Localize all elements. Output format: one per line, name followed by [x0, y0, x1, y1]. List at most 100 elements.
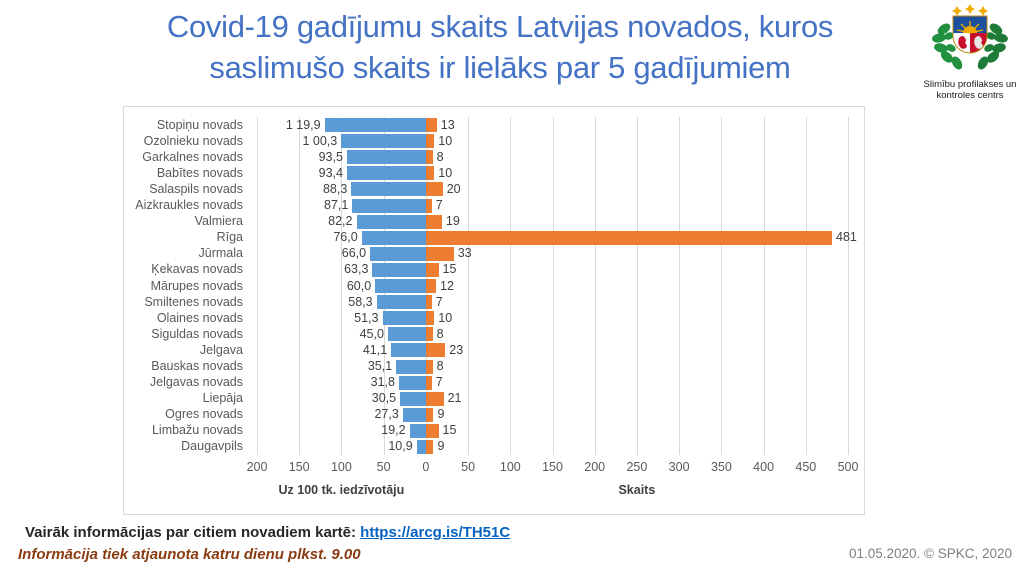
category-label: Limbažu novads [151, 423, 243, 438]
category-label: Garkalnes novads [142, 149, 243, 164]
value-label-count: 19 [445, 214, 460, 229]
value-label-per-100k: 31,8 [370, 375, 395, 390]
value-label-per-100k: 27,3 [374, 407, 399, 422]
gridline [763, 117, 765, 455]
value-label-per-100k: 82,2 [328, 214, 353, 229]
value-label-count: 9 [437, 407, 445, 422]
page-title-line1: Covid-19 gadījumu skaits Latvijas novado… [166, 9, 834, 44]
bar-count [425, 246, 454, 261]
x-axis-label-left: Uz 100 tk. iedzīvotāju [278, 483, 405, 497]
value-label-per-100k: 60,0 [346, 278, 372, 293]
value-label-per-100k: 58,3 [348, 294, 373, 309]
category-label: Ķekavas novads [151, 262, 243, 277]
value-label-per-100k: 51,3 [354, 310, 379, 325]
category-label: Daugavpils [181, 439, 243, 454]
category-label: Smiltenes novads [144, 294, 243, 309]
page-title-line2: saslimušo skaits ir lielāks par 5 gadīju… [209, 50, 791, 85]
value-label-count: 8 [436, 149, 444, 164]
value-label-count: 15 [442, 423, 457, 438]
more-info-label: Vairāk informācijas par citiem novadiem … [25, 524, 356, 541]
category-label: Stopiņu novads [156, 117, 243, 132]
tick-label: 50 [376, 460, 391, 474]
category-label: Liepāja [202, 391, 243, 406]
tick-label: 250 [626, 460, 648, 474]
bar-count [425, 118, 437, 132]
value-label-count: 9 [437, 439, 445, 454]
page-title: Covid-19 gadījumu skaits Latvijas novado… [0, 6, 1000, 88]
bar-count [425, 295, 432, 310]
value-label-per-100k: 76,0 [333, 230, 358, 245]
tick-label: 50 [461, 460, 476, 474]
value-label-per-100k: 35,1 [367, 358, 393, 373]
bar-count [425, 182, 443, 197]
tick-label: 100 [330, 460, 352, 474]
bar-per-100k [375, 279, 426, 293]
logo-caption-line2: kontroles centrs [936, 90, 1004, 101]
value-label-per-100k: 30,5 [371, 391, 397, 406]
tick-label: 100 [499, 460, 521, 474]
category-label: Siguldas novads [151, 326, 243, 341]
category-label: Ozolnieku novads [143, 133, 243, 148]
category-label: Bauskas novads [151, 358, 243, 373]
bar-per-100k [376, 295, 426, 310]
date-copyright: 01.05.2020. © SPKC, 2020 [848, 546, 1012, 561]
value-label-count: 8 [436, 326, 444, 341]
tick-label: 200 [584, 460, 606, 474]
value-label-per-100k: 1 19,9 [285, 117, 321, 132]
category-label: Olaines novads [156, 310, 243, 325]
gridline [721, 117, 723, 455]
value-label-count: 481 [836, 230, 857, 245]
more-info-text: Vairāk informācijas par citiem novadiem … [25, 524, 510, 541]
bar-count [425, 391, 444, 406]
gridline [848, 117, 849, 455]
value-label-per-100k: 19,2 [381, 423, 406, 438]
bar-per-100k [341, 134, 426, 149]
category-label: Jelgava [199, 342, 243, 357]
value-label-per-100k: 93,5 [318, 149, 343, 164]
value-label-count: 7 [435, 375, 443, 390]
spkc-logo: Slimību profilakses un kontroles centrs [922, 3, 1018, 101]
bar-per-100k [399, 375, 426, 390]
value-label-count: 12 [440, 278, 454, 293]
bar-per-100k [324, 118, 426, 132]
bar-per-100k [372, 262, 426, 277]
bar-per-100k [391, 343, 426, 358]
gridline [552, 117, 554, 455]
gridline [510, 117, 512, 455]
tick-label: 300 [668, 460, 690, 474]
bar-count [425, 359, 433, 374]
bar-per-100k [352, 198, 426, 213]
bar-per-100k [416, 440, 426, 454]
x-axis-label-right: Skaits [618, 483, 656, 497]
bar-per-100k [400, 391, 426, 406]
map-link[interactable]: https://arcg.is/TH51C [360, 524, 511, 541]
tick-label: 200 [246, 460, 268, 474]
bar-count [425, 262, 439, 277]
value-label-count: 15 [442, 262, 457, 277]
bar-count [425, 279, 436, 293]
bar-per-100k [409, 423, 426, 438]
bar-per-100k [347, 166, 426, 181]
value-label-count: 7 [435, 294, 443, 309]
bar-per-100k [396, 359, 426, 374]
tick-label: 400 [753, 460, 775, 474]
value-label-count: 23 [449, 342, 464, 357]
value-label-count: 20 [446, 181, 461, 196]
bar-count [425, 327, 433, 342]
category-label: Mārupes novads [150, 278, 243, 293]
value-label-per-100k: 1 00,3 [302, 133, 338, 148]
bar-per-100k [387, 327, 426, 342]
bar-count [425, 343, 446, 358]
bar-count [425, 214, 442, 229]
value-label-count: 10 [438, 165, 453, 180]
category-label: Aizkraukles novads [135, 198, 243, 213]
value-label-count: 21 [447, 391, 462, 406]
gridline [805, 117, 807, 455]
bar-count [425, 134, 435, 149]
category-label: Valmiera [194, 214, 243, 229]
value-label-per-100k: 45,0 [359, 326, 384, 341]
tick-label: 450 [795, 460, 817, 474]
value-label-per-100k: 87,1 [323, 198, 349, 213]
bar-per-100k [346, 150, 426, 165]
value-label-per-100k: 66,0 [341, 246, 367, 261]
